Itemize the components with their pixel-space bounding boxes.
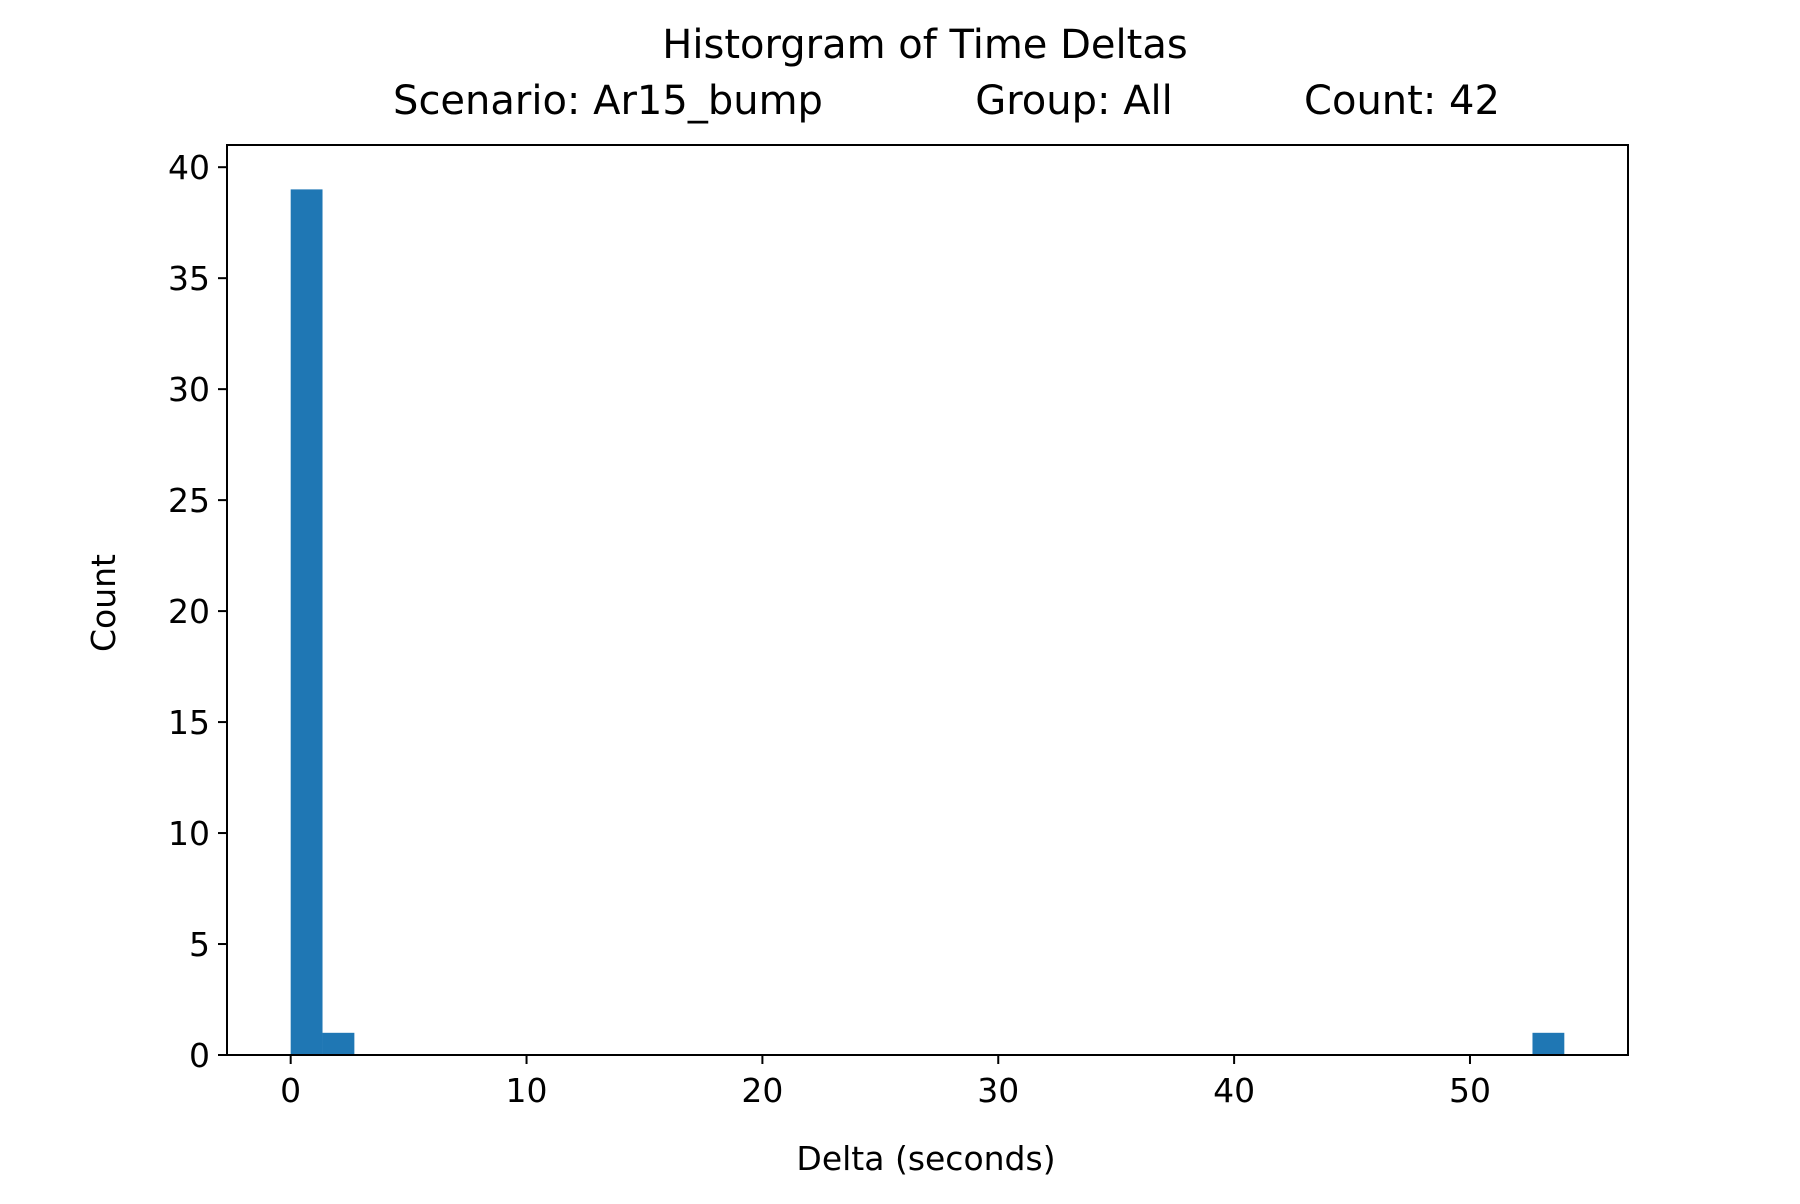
y-tick-label-5: 5 <box>189 925 210 964</box>
y-tick-label-40: 40 <box>168 148 210 187</box>
y-axis-label: Count <box>84 554 123 652</box>
subtitle-group: Group: All <box>975 78 1173 124</box>
x-tick-label-50: 50 <box>1449 1071 1491 1110</box>
y-tick-label-35: 35 <box>168 259 210 298</box>
y-tick-label-25: 25 <box>168 481 210 520</box>
y-tick-label-15: 15 <box>168 703 210 742</box>
x-tick-label-10: 10 <box>506 1071 548 1110</box>
y-tick-label-0: 0 <box>189 1036 210 1075</box>
histogram-bar-2 <box>1532 1032 1565 1055</box>
subtitle-scenario: Scenario: Ar15_bump <box>393 78 823 124</box>
x-tick-label-0: 0 <box>280 1071 301 1110</box>
y-tick-label-10: 10 <box>168 814 210 853</box>
histogram-bar-0 <box>290 189 323 1055</box>
x-axis-label: Delta (seconds) <box>796 1139 1055 1178</box>
histogram-bar-1 <box>322 1032 355 1055</box>
chart-title: Historgram of Time Deltas <box>662 22 1187 68</box>
y-tick-label-20: 20 <box>168 592 210 631</box>
x-tick-label-30: 30 <box>977 1071 1019 1110</box>
y-tick-label-30: 30 <box>168 370 210 409</box>
subtitle-count: Count: 42 <box>1304 78 1500 124</box>
x-tick-label-20: 20 <box>741 1071 783 1110</box>
plot-area: 0 10 20 30 40 50 0 5 10 15 20 25 30 35 40 <box>168 144 1629 1110</box>
x-tick-label-40: 40 <box>1213 1071 1255 1110</box>
axes-frame <box>226 144 1629 1056</box>
